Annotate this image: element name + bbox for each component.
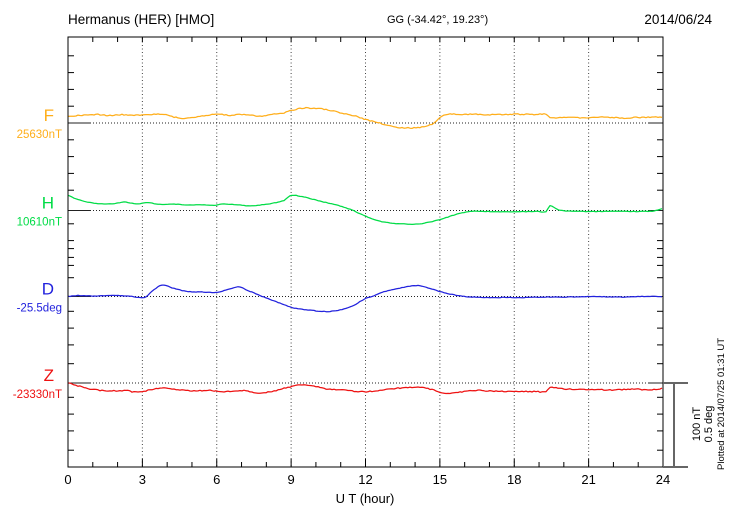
- scalebar-nt-label: 100 nT: [691, 407, 703, 442]
- x-tick-label-6: 6: [213, 472, 220, 487]
- component-label-Z: Z: [44, 366, 54, 385]
- station-title: Hermanus (HER) [HMO]: [68, 12, 214, 27]
- component-label-H: H: [42, 194, 54, 213]
- geo-coords-label: GG (-34.42°, 19.23°): [387, 14, 488, 26]
- component-label-F: F: [44, 106, 54, 125]
- x-axis-title: U T (hour): [336, 491, 395, 506]
- x-tick-label-3: 3: [139, 472, 146, 487]
- x-tick-label-24: 24: [656, 472, 670, 487]
- x-tick-label-21: 21: [581, 472, 595, 487]
- baselines: [68, 122, 663, 384]
- scale-bar: [663, 382, 688, 468]
- x-tick-label-12: 12: [358, 472, 372, 487]
- baseline-value-Z: -23330nT: [13, 389, 62, 401]
- x-tick-label-0: 0: [64, 472, 71, 487]
- trace-Z: [67, 382, 663, 395]
- baseline-value-F: 25630nT: [17, 129, 62, 141]
- trace-F: [67, 106, 663, 130]
- plotted-at-footnote: Plotted at 2014/07/25 01:31 UT: [716, 338, 727, 470]
- component-label-D: D: [42, 280, 54, 299]
- trace-H: [67, 194, 663, 226]
- x-tick-label-18: 18: [507, 472, 521, 487]
- axis-ticks: [68, 37, 663, 467]
- x-tick-label-15: 15: [433, 472, 447, 487]
- panel-labels: F 25630nT H 10610nT D -25.5deg Z -23330nT: [13, 106, 62, 401]
- date-label: 2014/06/24: [644, 12, 712, 27]
- trace-D: [67, 284, 663, 313]
- x-tick-labels: 0 3 6 9 12 15 18 21 24: [64, 472, 670, 487]
- x-tick-label-9: 9: [288, 472, 295, 487]
- baseline-value-D: -25.5deg: [17, 303, 62, 315]
- traces: [67, 106, 663, 395]
- gridlines: [141, 38, 590, 466]
- scalebar-deg-label: 0.5 deg: [703, 406, 715, 443]
- baseline-value-H: 10610nT: [17, 217, 62, 229]
